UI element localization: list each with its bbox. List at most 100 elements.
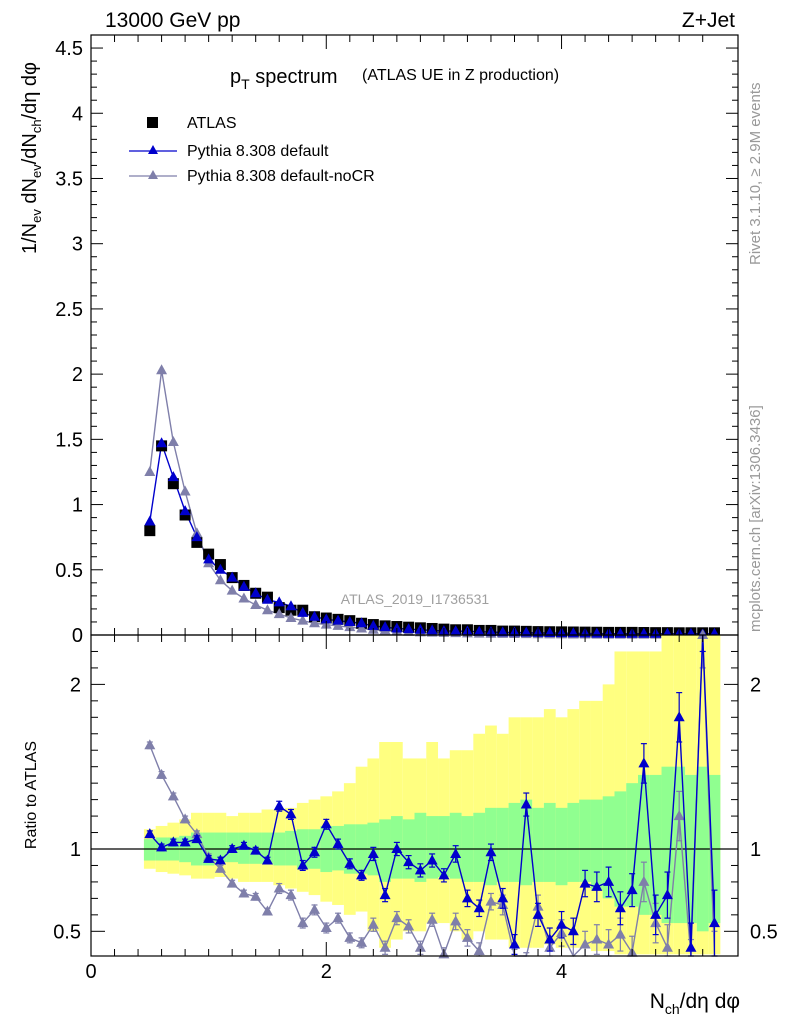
ratio-point-nocr <box>214 862 226 873</box>
legend-nocr-label: Pythia 8.308 default-noCR <box>187 168 375 185</box>
ratio-point-default <box>461 892 473 903</box>
ratio-point-nocr <box>391 912 403 923</box>
analysis-id: ATLAS_2019_I1736531 <box>341 591 490 607</box>
main-y-tick-label: 1 <box>72 495 83 517</box>
rivet-label: Rivet 3.1.10, ≥ 2.9M events <box>747 83 764 266</box>
ratio-point-nocr <box>320 922 332 933</box>
mcplots-label: mcplots.cern.ch [arXiv:1306.3436] <box>747 405 764 632</box>
nocr-point <box>297 614 309 625</box>
uncertainty-band-green <box>285 830 297 866</box>
default-point <box>391 622 403 633</box>
uncertainty-band-green <box>438 816 450 877</box>
ratio-point-nocr <box>638 875 650 886</box>
default-point <box>238 580 250 591</box>
uncertainty-band-green <box>590 799 603 891</box>
ratio-point-nocr <box>344 931 356 942</box>
ratio-point-nocr <box>414 941 426 952</box>
default-point <box>356 617 368 628</box>
ratio-point-default <box>414 864 426 875</box>
ratio-point-default <box>650 908 662 919</box>
ratio-point-default <box>285 808 297 819</box>
ratio-point-default <box>320 818 332 829</box>
ratio-point-default <box>179 836 191 847</box>
ratio-point-nocr <box>238 887 250 898</box>
energy-label: 13000 GeV pp <box>105 9 240 32</box>
ratio-point-default <box>579 877 591 888</box>
ratio-point-default <box>438 869 450 880</box>
ratio-point-nocr <box>379 941 391 952</box>
ratio-point-default <box>250 844 262 855</box>
ratio-y-axis-label: Ratio to ATLAS <box>23 741 40 849</box>
ratio-point-default <box>379 889 391 900</box>
ratio-point-default <box>167 836 179 847</box>
uncertainty-band-green <box>626 783 639 907</box>
ratio-point-default <box>356 869 368 880</box>
default-point <box>497 626 509 637</box>
ratio-point-default <box>497 892 509 903</box>
uncertainty-band-green <box>673 766 686 924</box>
default-point <box>214 563 226 574</box>
ratio-point-nocr <box>273 882 285 893</box>
legend-default-marker <box>148 145 158 154</box>
atlas-data-point <box>167 478 179 490</box>
plot-title: pT spectrum <box>230 66 338 92</box>
ratio-point-default <box>520 798 532 809</box>
main-y-tick-label: 1.5 <box>55 429 83 451</box>
default-point <box>403 623 415 634</box>
x-axis-label: Nch/dη dφ <box>650 990 740 1017</box>
legend: ATLAS Pythia 8.308 default Pythia 8.308 … <box>129 115 375 185</box>
uncertainty-band-green <box>508 802 521 882</box>
default-point <box>167 471 179 482</box>
x-tick-label: 4 <box>556 961 567 983</box>
ratio-point-default <box>297 859 309 870</box>
title-main: p <box>230 66 241 88</box>
plot-title-paren: (ATLAS UE in Z production) <box>362 67 559 84</box>
uncertainty-band-green <box>602 796 615 899</box>
ratio-point-nocr <box>261 905 273 916</box>
ratio-point-nocr <box>179 813 191 824</box>
ratio-point-nocr <box>250 890 262 901</box>
default-point <box>261 593 273 604</box>
default-point <box>285 600 297 611</box>
ratio-point-default <box>567 925 579 936</box>
main-y-tick-label: 3.5 <box>55 168 83 190</box>
main-y-tick-label: 4.5 <box>55 38 83 60</box>
ratio-point-default <box>203 852 215 863</box>
atlas-data-point <box>191 536 203 548</box>
default-point <box>520 626 532 637</box>
nocr-point <box>226 584 238 595</box>
ratio-point-default <box>685 941 697 952</box>
nocr-point <box>309 617 321 628</box>
nocr-point <box>179 485 191 496</box>
title-rest: spectrum <box>250 66 338 88</box>
ratio-plot-area <box>91 629 738 959</box>
ratio-point-default <box>626 884 638 895</box>
nocr-point <box>332 619 344 630</box>
ratio-point-default <box>591 880 603 891</box>
uncertainty-band-green <box>426 816 439 879</box>
uncertainty-band-green <box>379 819 391 882</box>
main-y-tick-label: 2 <box>72 364 83 386</box>
default-point <box>473 625 485 636</box>
ratio-point-nocr <box>485 895 497 906</box>
uncertainty-band-green <box>214 832 227 863</box>
default-point <box>203 553 215 564</box>
ratio-point-nocr <box>461 931 473 942</box>
main-y-tick-label: 3 <box>72 234 83 256</box>
ratio-point-nocr <box>226 877 238 888</box>
default-point <box>450 625 462 636</box>
ratio-point-default <box>661 889 673 900</box>
main-x-ticks <box>90 35 704 635</box>
uncertainty-band-green <box>532 807 544 882</box>
ratio-point-default <box>485 846 497 857</box>
ratio-point-default <box>603 875 615 886</box>
default-point <box>426 624 438 635</box>
nocr-point <box>156 364 168 375</box>
ratio-point-nocr <box>579 938 591 949</box>
ratio-point-default <box>309 846 321 857</box>
ratio-point-nocr <box>309 903 321 914</box>
ratio-point-nocr <box>332 912 344 923</box>
ratio-point-default <box>673 711 685 722</box>
ratio-point-default <box>638 757 650 768</box>
ratio-point-default <box>144 828 156 839</box>
